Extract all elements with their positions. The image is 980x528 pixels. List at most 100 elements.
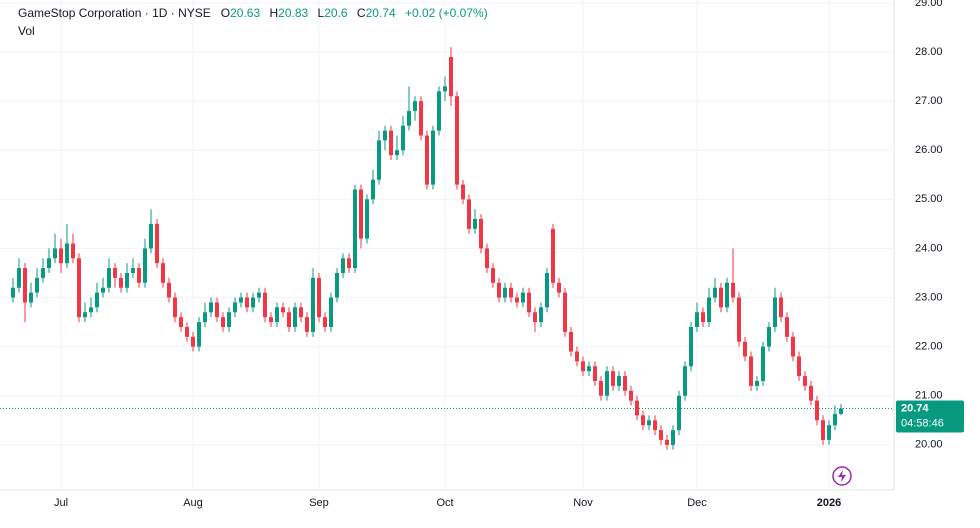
y-tick-label: 27.00 bbox=[915, 95, 943, 107]
candles bbox=[11, 47, 843, 450]
candle-body bbox=[563, 292, 567, 332]
candle-body bbox=[725, 282, 729, 308]
candle-body bbox=[227, 312, 231, 327]
field-label: H bbox=[269, 6, 279, 20]
candle-body bbox=[671, 430, 675, 445]
candle-body bbox=[149, 223, 153, 249]
candle-body bbox=[155, 223, 159, 264]
candle-body bbox=[281, 307, 285, 313]
candle-body bbox=[509, 287, 513, 298]
x-tick-label: Sep bbox=[309, 497, 329, 509]
x-tick-label: Jul bbox=[54, 497, 68, 509]
candle-body bbox=[827, 425, 831, 440]
candle-body bbox=[233, 302, 237, 313]
candle-body bbox=[347, 258, 351, 269]
candle-body bbox=[731, 282, 735, 298]
candle-body bbox=[533, 312, 537, 323]
candle-body bbox=[209, 302, 213, 313]
candle-body bbox=[599, 381, 603, 396]
candle-body bbox=[443, 86, 447, 92]
candle-body bbox=[719, 287, 723, 308]
candle-body bbox=[809, 385, 813, 401]
x-tick-label: Oct bbox=[436, 497, 453, 509]
candle-body bbox=[299, 307, 303, 318]
candle-body bbox=[587, 366, 591, 372]
candle-body bbox=[71, 243, 75, 259]
candle-body bbox=[635, 400, 639, 416]
symbol: GameStop Corporation · 1D · NYSE bbox=[18, 6, 211, 20]
candle-body bbox=[173, 297, 177, 318]
candle-body bbox=[143, 248, 147, 283]
candle-body bbox=[107, 268, 111, 288]
candle-body bbox=[641, 415, 645, 426]
field-value: 20.83 bbox=[278, 6, 309, 20]
candle-body bbox=[329, 297, 333, 327]
volume-label: Vol bbox=[18, 24, 35, 38]
candle-body bbox=[353, 189, 357, 269]
candle-body bbox=[437, 91, 441, 131]
candle-body bbox=[401, 125, 405, 151]
candle-body bbox=[659, 430, 663, 440]
candle-body bbox=[131, 268, 135, 273]
field-label: L bbox=[317, 6, 325, 20]
candle-body bbox=[473, 218, 477, 229]
candle-body bbox=[197, 322, 201, 347]
candle-body bbox=[617, 376, 621, 386]
grid bbox=[0, 0, 894, 490]
candle-body bbox=[95, 292, 99, 308]
candle-body bbox=[821, 420, 825, 440]
candle-body bbox=[539, 307, 543, 323]
candle-body bbox=[395, 150, 399, 156]
candle-body bbox=[581, 361, 585, 372]
candle-body bbox=[377, 140, 381, 180]
candle-body bbox=[707, 297, 711, 323]
candle-body bbox=[455, 96, 459, 185]
candle-body bbox=[245, 297, 249, 308]
candle-body bbox=[593, 366, 597, 382]
candle-body bbox=[557, 282, 561, 293]
y-tick-label: 23.00 bbox=[915, 291, 943, 303]
candle-body bbox=[221, 317, 225, 327]
candle-body bbox=[191, 336, 195, 347]
x-tick-label: Nov bbox=[573, 497, 593, 509]
candle-body bbox=[341, 258, 345, 273]
candle-body bbox=[467, 199, 471, 229]
candle-body bbox=[605, 371, 609, 396]
candle-body bbox=[59, 248, 63, 264]
candle-body bbox=[251, 297, 255, 308]
candle-body bbox=[425, 135, 429, 185]
candle-body bbox=[431, 130, 435, 185]
candle-body bbox=[167, 282, 171, 298]
candle-body bbox=[359, 189, 363, 239]
candle-body bbox=[11, 287, 15, 298]
candle-body bbox=[47, 258, 51, 269]
candle-body bbox=[527, 292, 531, 313]
candle-body bbox=[83, 312, 87, 318]
candle-body bbox=[53, 248, 57, 259]
candle-body bbox=[737, 297, 741, 342]
y-tick-label: 24.00 bbox=[915, 242, 943, 254]
candle-body bbox=[521, 292, 525, 303]
candle-body bbox=[287, 312, 291, 327]
candle-body bbox=[293, 307, 297, 327]
y-tick-label: 26.00 bbox=[915, 144, 943, 156]
candle-body bbox=[113, 268, 117, 278]
candle-body bbox=[449, 56, 453, 97]
y-tick-label: 25.00 bbox=[915, 193, 943, 205]
candle-body bbox=[515, 297, 519, 303]
candle-body bbox=[701, 312, 705, 323]
event-icon[interactable] bbox=[832, 466, 852, 486]
candle-body bbox=[611, 371, 615, 386]
candle-body bbox=[689, 326, 693, 367]
candle-body bbox=[89, 307, 93, 313]
y-tick-label: 22.00 bbox=[915, 341, 943, 353]
candle-body bbox=[797, 356, 801, 377]
candle-body bbox=[713, 287, 717, 298]
candle-body bbox=[497, 282, 501, 298]
candle-body bbox=[41, 268, 45, 278]
candle-body bbox=[485, 248, 489, 269]
candle-body bbox=[383, 130, 387, 141]
candle-body bbox=[125, 272, 129, 288]
candle-body bbox=[653, 420, 657, 431]
candle-body bbox=[119, 277, 123, 288]
